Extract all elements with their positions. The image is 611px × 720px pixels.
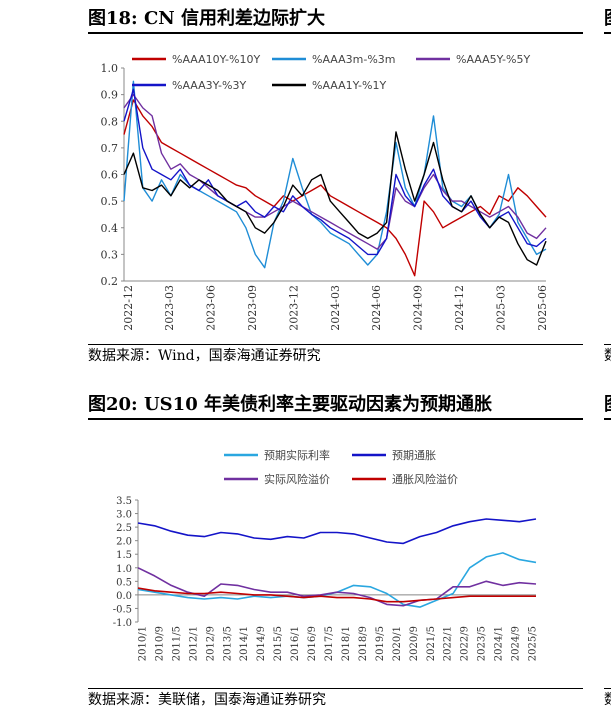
series-line-4 xyxy=(137,587,536,603)
x-tick-label: 2023-03 xyxy=(163,285,176,331)
y-tick-label: 2.5 xyxy=(116,523,132,534)
y-tick-label: 1.5 xyxy=(116,550,132,561)
x-tick-label: 2018/1 xyxy=(341,626,352,661)
x-tick-label: 2020/9 xyxy=(409,626,420,661)
legend-label: %AAA3Y-%3Y xyxy=(172,79,246,92)
legend-label: %AAA1Y-%1Y xyxy=(312,79,386,92)
y-tick-label: 0.2 xyxy=(101,275,119,288)
x-tick-label: 2024/9 xyxy=(511,626,522,661)
x-tick-label: 2021/5 xyxy=(426,626,437,661)
y-tick-label: 3.5 xyxy=(116,496,132,507)
x-tick-label: 2016/1 xyxy=(290,626,301,661)
y-tick-label: 1.0 xyxy=(101,62,119,75)
series-line-1 xyxy=(123,99,547,277)
legend-label: 预期通胀 xyxy=(392,449,436,462)
x-tick-label: 2015/5 xyxy=(273,626,284,661)
figure-20-title-text: US10 年美债利率主要驱动因素为预期通胀 xyxy=(143,394,492,415)
y-tick-label: -1.0 xyxy=(113,618,132,629)
y-tick-label: 0.7 xyxy=(101,142,119,155)
x-tick-label: 2012/9 xyxy=(205,626,216,661)
x-tick-label: 2013/5 xyxy=(222,626,233,661)
x-tick-label: 2020/1 xyxy=(392,626,403,661)
series-line-3 xyxy=(123,93,547,250)
figure-18-title-text: CN 信用利差边际扩大 xyxy=(143,8,326,29)
legend-label: 通胀风险溢价 xyxy=(392,472,458,486)
y-tick-label: 0.6 xyxy=(101,169,119,182)
figure-18-source: 数据来源：Wind，国泰海通证券研究 xyxy=(88,344,583,367)
legend-label: %AAA5Y-%5Y xyxy=(456,53,530,66)
x-tick-label: 2017/5 xyxy=(324,626,335,661)
x-tick-label: 2014/9 xyxy=(256,626,267,661)
figure-20-number: 图20: xyxy=(88,394,138,415)
x-tick-label: 2022/9 xyxy=(460,626,471,661)
x-tick-label: 2025/5 xyxy=(528,626,539,661)
legend-label: %AAA10Y-%10Y xyxy=(172,53,260,66)
x-tick-label: 2018/9 xyxy=(358,626,369,661)
x-tick-label: 2012/1 xyxy=(188,626,199,661)
series-line-3 xyxy=(137,567,537,607)
x-tick-label: 2022/1 xyxy=(443,626,454,661)
adjacent-column-title-edge: 图 xyxy=(604,6,611,34)
series-line-1 xyxy=(137,552,537,608)
x-tick-label: 2019/5 xyxy=(375,626,386,661)
figure-20-title: 图20: US10 年美债利率主要驱动因素为预期通胀 xyxy=(88,392,583,420)
x-tick-label: 2023-12 xyxy=(287,285,300,331)
series-line-2 xyxy=(123,80,547,269)
x-tick-label: 2025-03 xyxy=(494,285,507,331)
x-tick-label: 2024-12 xyxy=(453,285,466,331)
x-tick-label: 2011/5 xyxy=(171,626,182,661)
x-tick-label: 2023-09 xyxy=(246,285,259,331)
adjacent-column-title-edge-2: 图 xyxy=(604,392,611,420)
y-tick-label: 0.8 xyxy=(101,115,119,128)
y-tick-label: 0.3 xyxy=(101,248,119,261)
x-tick-label: 2024-06 xyxy=(370,285,383,331)
figure-18-number: 图18: xyxy=(88,8,138,29)
x-tick-label: 2024/1 xyxy=(494,626,505,661)
x-tick-label: 2024-03 xyxy=(329,285,342,331)
figure-20-source: 数据来源：美联储，国泰海通证券研究 xyxy=(88,688,583,711)
series-line-4 xyxy=(123,88,547,256)
x-tick-label: 2023/5 xyxy=(477,626,488,661)
x-tick-label: 2014/1 xyxy=(239,626,250,661)
series-line-2 xyxy=(137,518,537,545)
figure-18-title: 图18: CN 信用利差边际扩大 xyxy=(88,6,583,34)
y-tick-label: 1.0 xyxy=(116,564,132,575)
x-tick-label: 2010/1 xyxy=(138,626,149,661)
legend-label: 实际风险溢价 xyxy=(264,472,330,486)
y-tick-label: 0.5 xyxy=(116,577,132,588)
figure-20-chart: 3.5 3.0 2.5 2.0 1.5 1.0 0.5 0.0 -0.5 -1.0 2010/1 20… xyxy=(113,448,539,661)
y-tick-label: 0.9 xyxy=(101,89,119,102)
x-tick-label: 2024-09 xyxy=(412,285,425,331)
legend-label: %AAA3m-%3m xyxy=(312,53,396,66)
series-line-5 xyxy=(123,131,547,266)
x-tick-label: 2025-06 xyxy=(536,285,549,331)
legend-label: 预期实际利率 xyxy=(264,448,330,462)
y-tick-label: 0.5 xyxy=(101,195,119,208)
adjacent-column-source-edge: 数 xyxy=(604,344,611,367)
x-tick-label: 2010/9 xyxy=(154,626,165,661)
y-tick-label: -0.5 xyxy=(113,604,132,615)
y-tick-label: 0.0 xyxy=(116,591,132,602)
x-tick-label: 2016/9 xyxy=(307,626,318,661)
x-tick-label: 2022-12 xyxy=(122,285,135,331)
adjacent-column-source-edge-2: 数 xyxy=(604,688,611,711)
x-tick-label: 2023-06 xyxy=(205,285,218,331)
y-tick-label: 2.0 xyxy=(116,537,132,548)
y-tick-label: 0.4 xyxy=(101,222,119,235)
y-tick-label: 3.0 xyxy=(116,510,132,521)
